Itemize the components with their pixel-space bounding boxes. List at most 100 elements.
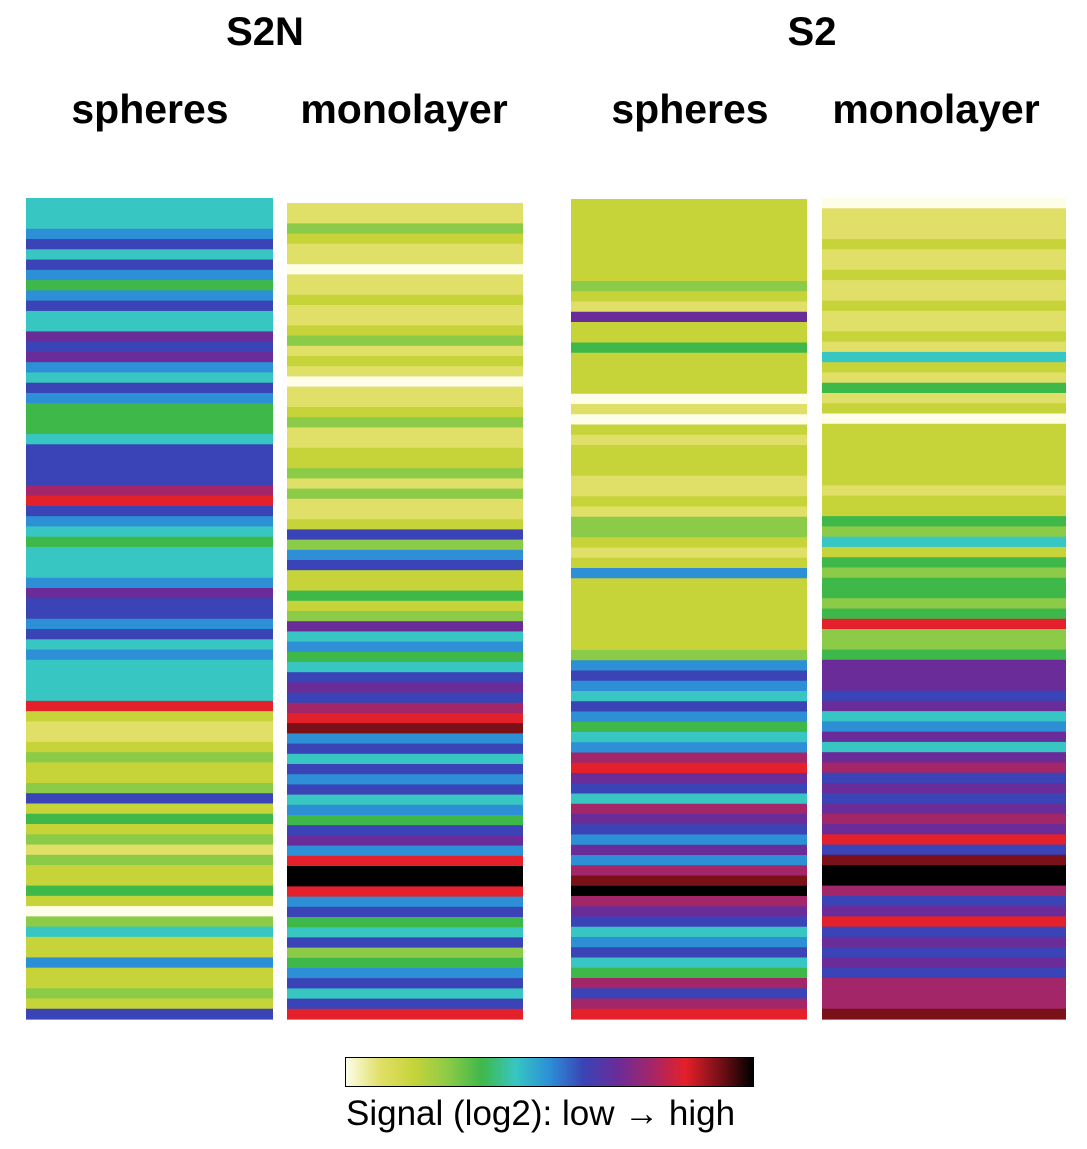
heatmap-cell xyxy=(26,198,273,209)
heatmap-cell xyxy=(26,351,273,363)
heatmap-cell xyxy=(571,506,807,518)
heatmap-cell xyxy=(287,682,523,694)
heatmap-cell xyxy=(26,239,273,250)
heatmap-cell xyxy=(571,322,807,333)
heatmap-cell xyxy=(571,998,807,1010)
heatmap-cell xyxy=(571,814,807,825)
heatmap-cell xyxy=(822,331,1066,343)
heatmap-cell xyxy=(287,417,523,428)
heatmap-cell xyxy=(571,311,807,323)
heatmap-cell xyxy=(26,310,273,322)
heatmap-cell xyxy=(822,228,1066,240)
heatmap-cell xyxy=(822,608,1066,620)
heatmap-cell xyxy=(287,927,523,938)
heatmap-cell xyxy=(571,926,807,938)
heatmap-cell xyxy=(822,249,1066,261)
heatmap-cell xyxy=(822,680,1066,692)
heatmap-cell xyxy=(287,621,523,632)
heatmap-cell xyxy=(571,465,807,477)
column-label-s2-spheres: spheres xyxy=(611,86,769,132)
heatmap-cell xyxy=(822,998,1066,1010)
heatmap-cell xyxy=(571,629,807,641)
heatmap-cell xyxy=(822,834,1066,846)
heatmap-cell xyxy=(26,936,273,948)
heatmap-cell xyxy=(287,539,523,551)
heatmap-cell xyxy=(571,229,807,241)
heatmap-cell xyxy=(26,885,273,897)
heatmap-cell xyxy=(822,926,1066,938)
heatmap-cell xyxy=(571,332,807,344)
heatmap-cell xyxy=(287,886,523,898)
heatmap-cell xyxy=(822,423,1066,435)
heatmap-cell xyxy=(287,866,523,877)
heatmap-cell xyxy=(26,526,273,538)
heatmap-cell xyxy=(822,813,1066,825)
heatmap-cell xyxy=(822,659,1066,671)
heatmap-cell xyxy=(822,988,1066,1000)
heatmap-cell xyxy=(822,351,1066,363)
heatmap-cell xyxy=(287,254,523,265)
heatmap-cell xyxy=(26,947,273,959)
heatmap-cell xyxy=(287,590,523,602)
heatmap-column-4 xyxy=(822,198,1066,1020)
heatmap-cell xyxy=(822,977,1066,989)
heatmap-cell xyxy=(26,608,273,620)
heatmap-cell xyxy=(287,937,523,949)
heatmap-cell xyxy=(287,753,523,765)
heatmap-cell xyxy=(287,345,523,357)
heatmap-cell xyxy=(571,527,807,538)
heatmap-cell xyxy=(571,896,807,907)
heatmap-cell xyxy=(822,392,1066,404)
group-title-s2n: S2N xyxy=(226,10,304,54)
heatmap-cell xyxy=(287,896,523,908)
column-label-s2n-spheres: spheres xyxy=(71,86,229,132)
heatmap-cell xyxy=(822,947,1066,959)
heatmap-cell xyxy=(26,444,273,456)
heatmap-cell xyxy=(26,454,273,466)
heatmap-cell xyxy=(571,537,807,549)
heatmap-cell xyxy=(287,815,523,826)
heatmap-cell xyxy=(571,199,807,210)
heatmap-cell xyxy=(26,639,273,651)
heatmap-cell xyxy=(571,711,807,723)
heatmap-cell xyxy=(571,721,807,733)
heatmap-cell xyxy=(822,259,1066,271)
heatmap-cell xyxy=(822,464,1066,476)
heatmap-cell xyxy=(287,284,523,296)
heatmap-cell xyxy=(287,488,523,500)
heatmap-cell xyxy=(26,680,273,692)
heatmap-cell xyxy=(822,413,1066,425)
heatmap-cell xyxy=(287,233,523,245)
heatmap-cell xyxy=(26,546,273,558)
heatmap-cell xyxy=(571,250,807,262)
heatmap-cell xyxy=(571,701,807,713)
heatmap-cell xyxy=(287,651,523,663)
heatmap-cell xyxy=(822,721,1066,733)
heatmap-cell xyxy=(571,568,807,579)
heatmap-cell xyxy=(571,455,807,467)
heatmap-cell xyxy=(26,362,273,374)
heatmap-cell xyxy=(822,218,1066,230)
heatmap-cell xyxy=(571,363,807,374)
heatmap-cell xyxy=(571,1008,807,1020)
heatmap-cell xyxy=(287,243,523,255)
heatmap-cell xyxy=(571,434,807,446)
heatmap-cell xyxy=(26,382,273,394)
heatmap-cell xyxy=(822,936,1066,948)
heatmap-cell xyxy=(26,700,273,712)
column-label-s2n-monolayer: monolayer xyxy=(300,86,508,132)
heatmap-cell xyxy=(822,649,1066,661)
heatmap-cell xyxy=(571,578,807,590)
heatmap-cell xyxy=(822,495,1066,507)
heatmap-cell xyxy=(287,570,523,581)
heatmap-cell xyxy=(287,478,523,490)
heatmap-cell xyxy=(287,549,523,561)
heatmap-cell xyxy=(822,239,1066,250)
heatmap-cell xyxy=(287,264,523,275)
heatmap-cell xyxy=(287,366,523,377)
heatmap-cell xyxy=(822,280,1066,291)
colorbar-legend xyxy=(345,1057,754,1087)
heatmap-cell xyxy=(822,372,1066,384)
heatmap-cell xyxy=(822,321,1066,333)
heatmap-cell xyxy=(26,536,273,548)
